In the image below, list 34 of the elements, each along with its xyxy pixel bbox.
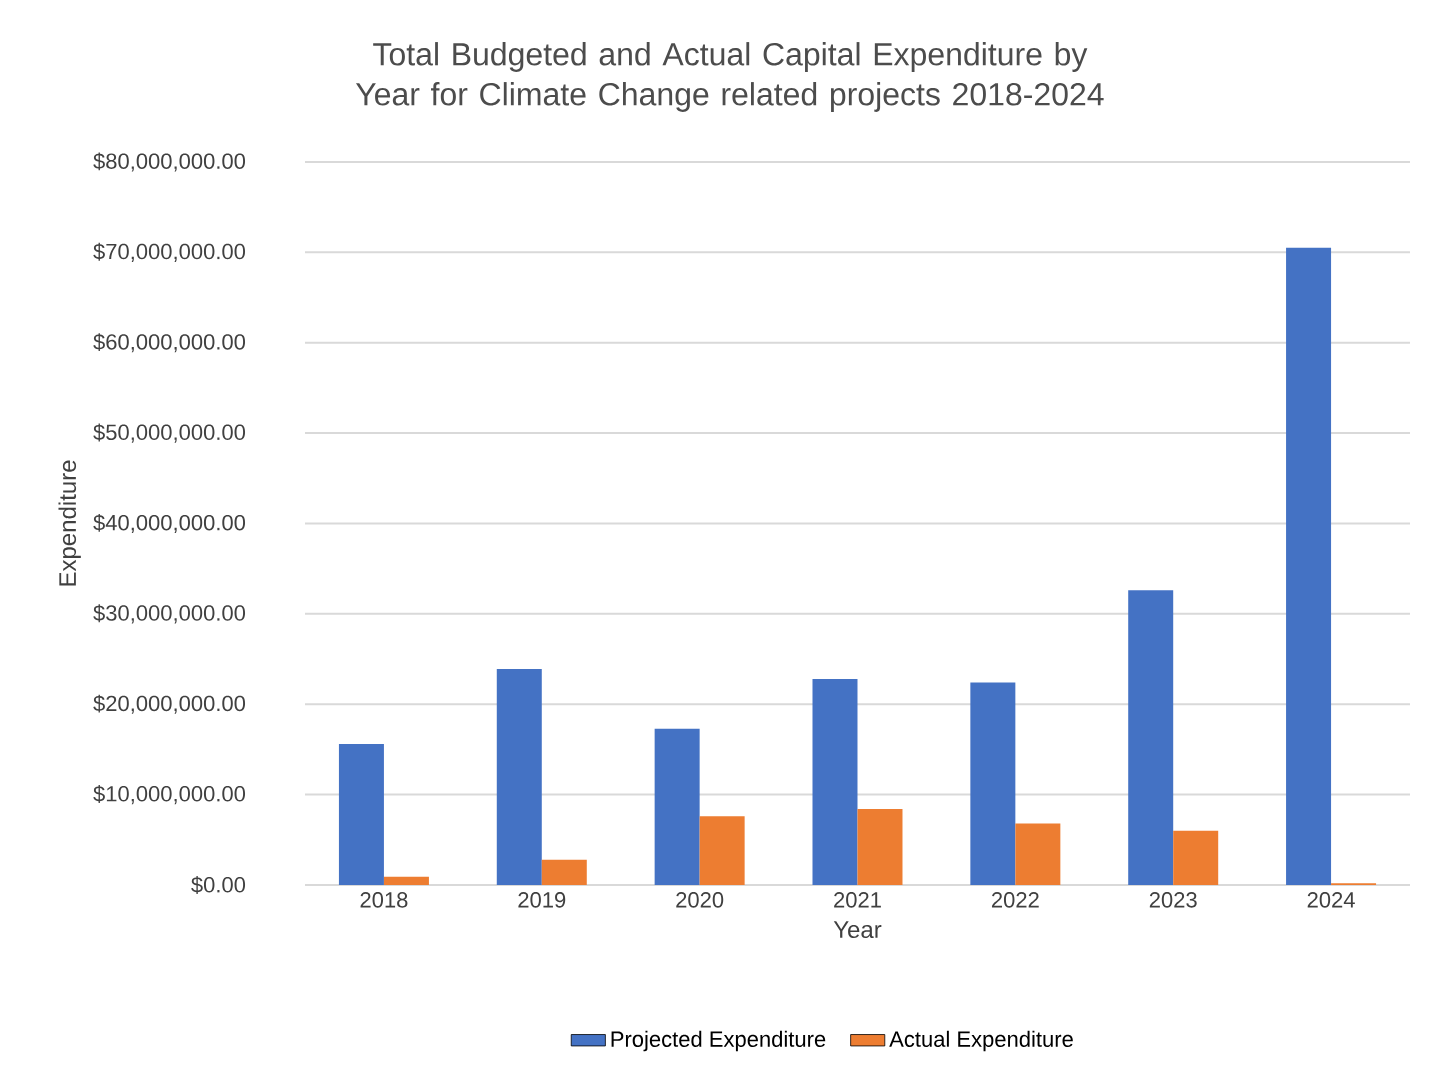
bar xyxy=(1128,590,1174,885)
x-tick-label: 2020 xyxy=(676,892,724,908)
x-tick-label: 2019 xyxy=(518,892,566,908)
bar xyxy=(699,816,745,885)
y-axis-title: Expenditure xyxy=(58,460,81,586)
bar xyxy=(857,809,903,885)
legend-label: Projected Expenditure xyxy=(611,1030,826,1052)
x-tick-label: 2023 xyxy=(1149,892,1197,908)
y-tick-label: $20,000,000.00 xyxy=(93,694,246,714)
bar xyxy=(970,682,1016,885)
y-tick-label: $30,000,000.00 xyxy=(93,604,246,624)
x-tick-label: 2022 xyxy=(991,892,1039,908)
bar xyxy=(1286,247,1332,885)
chart-title: Total Budgeted and Actual Capital Expenditure by Year for Climate Change related projects 2018-2024 xyxy=(355,42,1104,112)
y-tick-label: $80,000,000.00 xyxy=(93,152,246,172)
x-tick-label: 2024 xyxy=(1307,892,1355,908)
legend-label: Actual Expenditure xyxy=(889,1030,1073,1052)
bar xyxy=(812,678,858,885)
y-tick-label: $0.00 xyxy=(191,876,246,894)
bar xyxy=(1173,830,1219,885)
x-tick-label: 2021 xyxy=(834,892,881,908)
x-axis-title: Year xyxy=(833,921,882,939)
bar xyxy=(496,669,542,885)
y-tick-label: $70,000,000.00 xyxy=(93,242,246,262)
y-tick-label: $50,000,000.00 xyxy=(93,423,246,443)
bar xyxy=(541,859,587,885)
bar xyxy=(338,744,384,885)
y-tick-label: $40,000,000.00 xyxy=(93,513,246,534)
bar xyxy=(654,728,700,885)
bar xyxy=(383,876,429,885)
x-tick-label: 2018 xyxy=(360,892,408,908)
y-tick-label: $60,000,000.00 xyxy=(93,333,246,353)
y-tick-label: $10,000,000.00 xyxy=(93,785,246,805)
bar xyxy=(1015,823,1061,885)
